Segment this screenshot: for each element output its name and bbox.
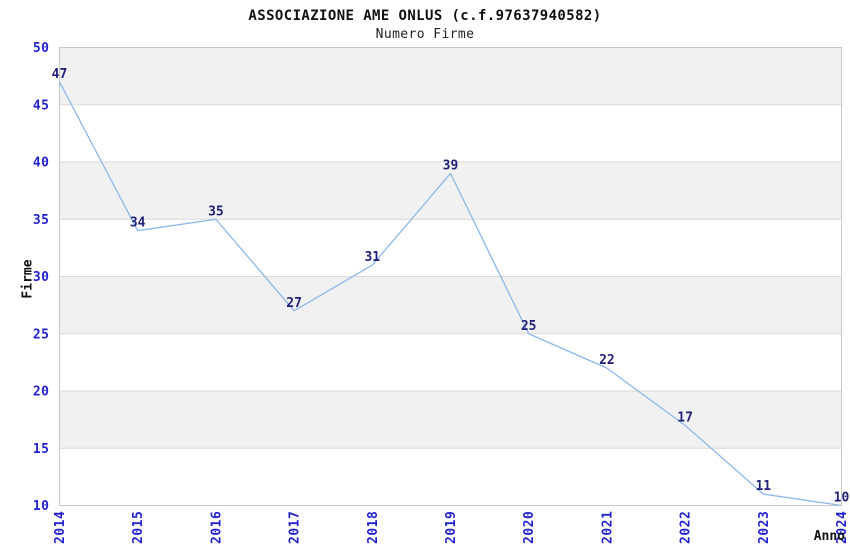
plot-band bbox=[59, 333, 842, 391]
chart-title: ASSOCIAZIONE AME ONLUS (c.f.97637940582) bbox=[248, 8, 602, 24]
plot-band bbox=[59, 276, 842, 334]
y-tick-label: 30 bbox=[33, 270, 50, 285]
x-tick-label: 2023 bbox=[757, 511, 772, 544]
point-value-label: 27 bbox=[286, 296, 302, 311]
y-tick-label: 15 bbox=[33, 442, 50, 457]
point-value-label: 22 bbox=[599, 353, 615, 368]
chart-subtitle: Numero Firme bbox=[375, 27, 475, 42]
y-tick-label: 50 bbox=[33, 41, 50, 56]
point-value-label: 47 bbox=[52, 67, 68, 82]
point-value-label: 35 bbox=[208, 204, 224, 219]
plot-band bbox=[59, 448, 842, 506]
x-tick-label: 2018 bbox=[366, 511, 381, 544]
point-value-label: 25 bbox=[521, 319, 537, 334]
plot-band bbox=[59, 219, 842, 277]
point-value-label: 31 bbox=[364, 250, 380, 265]
plot-border bbox=[59, 47, 842, 506]
y-tick-label: 45 bbox=[33, 98, 50, 113]
point-value-label: 11 bbox=[755, 479, 771, 494]
plot-band bbox=[59, 47, 842, 105]
point-value-label: 39 bbox=[443, 158, 459, 173]
x-tick-label: 2022 bbox=[679, 511, 694, 544]
y-tick-label: 40 bbox=[33, 156, 50, 171]
point-value-label: 34 bbox=[130, 216, 146, 231]
x-tick-label: 2016 bbox=[209, 511, 224, 544]
point-value-label: 17 bbox=[677, 410, 693, 425]
plot-band bbox=[59, 104, 842, 162]
x-axis-title: Anno bbox=[813, 529, 845, 544]
x-tick-label: 2015 bbox=[131, 511, 146, 544]
x-tick-label: 2014 bbox=[53, 511, 68, 544]
plot-band bbox=[59, 162, 842, 220]
data-line bbox=[58, 81, 842, 507]
x-tick-label: 2019 bbox=[444, 511, 459, 544]
y-tick-label: 20 bbox=[33, 385, 50, 400]
x-tick-label: 2017 bbox=[288, 511, 303, 544]
y-tick-label: 10 bbox=[33, 499, 50, 514]
plot-band bbox=[59, 391, 842, 449]
x-tick-label: 2020 bbox=[522, 511, 537, 544]
x-tick-label: 2024 bbox=[835, 511, 850, 544]
x-tick-label: 2021 bbox=[600, 511, 615, 544]
y-tick-label: 25 bbox=[33, 327, 50, 342]
y-tick-label: 35 bbox=[33, 213, 50, 228]
point-value-label: 10 bbox=[834, 491, 850, 506]
